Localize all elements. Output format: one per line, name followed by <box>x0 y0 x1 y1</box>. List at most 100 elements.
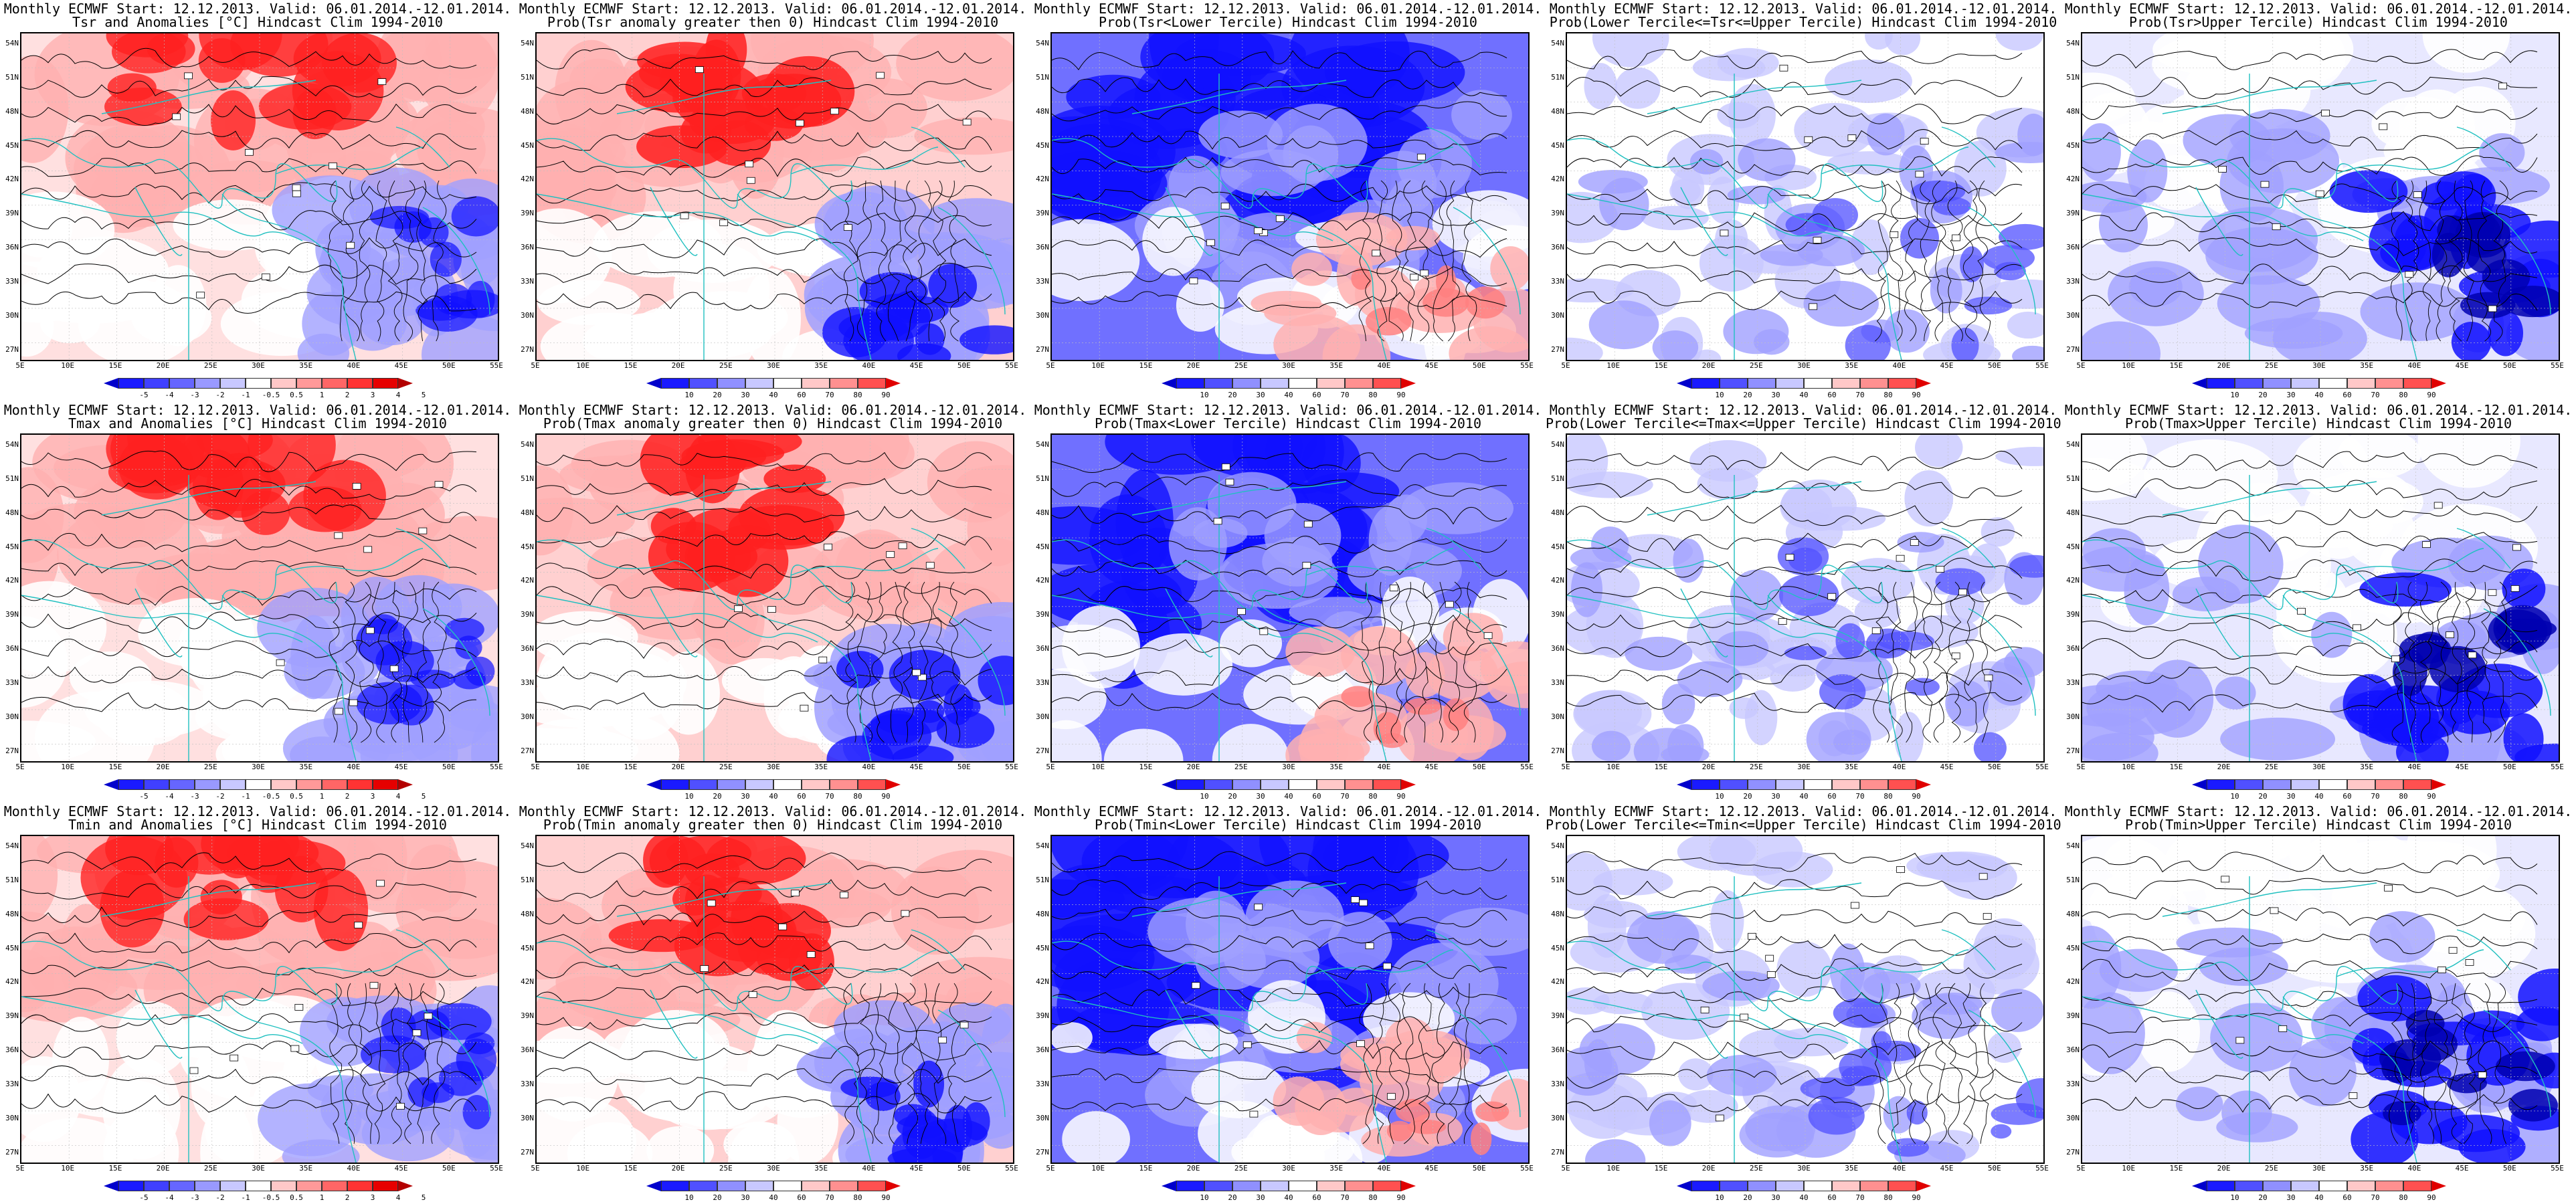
contour-label-box <box>424 1013 433 1020</box>
lon-tick-label: 45E <box>394 1164 408 1173</box>
lon-tick-label: 5E <box>1046 1164 1055 1173</box>
shaded-area <box>537 611 638 664</box>
colorbar-labels: 10 20 30 40 60 70 80 90 <box>1176 391 1405 400</box>
map-frame <box>1566 835 2045 1164</box>
colorbar-segment <box>1176 378 1204 389</box>
colorbar-tick-label: 60 <box>2342 391 2352 399</box>
lon-tick-label: 55E <box>1005 763 1018 771</box>
contour-line <box>1376 180 1388 342</box>
contour-label-box <box>294 1003 304 1011</box>
coastline <box>275 548 424 576</box>
shaded-area <box>2012 345 2043 360</box>
colorbar-arrow-left <box>646 1181 661 1191</box>
contour-line <box>1962 180 1978 342</box>
lon-tick-label: 20E <box>2217 361 2231 370</box>
shaded-area <box>537 208 612 304</box>
colorbar-segment <box>1289 1181 1317 1191</box>
shaded-area <box>1133 633 1233 696</box>
colorbar-segment <box>689 378 717 389</box>
contour-line <box>1361 581 1373 743</box>
contour-label-box <box>172 113 181 120</box>
contour-line <box>929 581 947 743</box>
contour-line <box>343 180 360 342</box>
shaded-area <box>1780 479 1857 531</box>
contour-line <box>856 983 875 1144</box>
contour-label-box <box>276 659 285 666</box>
lat-tick-label: 30N <box>1551 1113 1564 1122</box>
colorbar-tick-label: 40 <box>2314 792 2324 801</box>
panel-title-line1: Monthly ECMWF Start: 12.12.2013. Valid: … <box>2064 803 2573 819</box>
contour-line <box>21 666 477 688</box>
lat-tick-label: 27N <box>1036 1147 1049 1157</box>
lat-tick-label: 51N <box>1551 474 1564 483</box>
colorbar-segment <box>1204 779 1232 790</box>
lat-tick-label: 45N <box>521 943 534 952</box>
shaded-area <box>1633 728 1701 761</box>
colorbar <box>104 779 413 791</box>
coastline <box>1567 193 1849 241</box>
lon-tick-label: 25E <box>719 763 733 771</box>
contour-label-box <box>778 923 788 930</box>
lon-tick-label: 15E <box>2169 763 2183 771</box>
lat-tick-label: 30N <box>521 310 534 320</box>
contour-line <box>1567 104 2023 124</box>
contour-label-box <box>1189 278 1198 284</box>
lat-tick-label: 48N <box>5 508 19 517</box>
contour-label-box <box>1847 134 1857 141</box>
shaded-area <box>1490 246 1528 291</box>
contour-label-box <box>2218 166 2227 173</box>
panel-title-line1: Monthly ECMWF Start: 12.12.2013. Valid: … <box>2064 1 2573 17</box>
contour-label-box <box>1896 866 1906 873</box>
lon-tick-label: 30E <box>252 1164 265 1173</box>
contour-line <box>537 904 992 928</box>
contour-line <box>1873 581 1890 743</box>
shaded-area <box>2210 1003 2303 1073</box>
contour-line <box>2082 451 2538 472</box>
contour-label-box <box>2321 110 2330 116</box>
coastline <box>616 882 832 917</box>
shaded-area <box>2408 889 2536 979</box>
shaded-area <box>646 1126 715 1163</box>
lat-tick-label: 45N <box>5 943 19 952</box>
coastline <box>537 193 818 241</box>
shaded-area <box>1465 286 1505 319</box>
shaded-area <box>1894 712 1924 761</box>
lon-tick-label: 10E <box>1091 1164 1105 1173</box>
coastline <box>737 595 872 761</box>
shaded-area <box>2329 170 2408 213</box>
lon-tick-label: 40E <box>347 361 361 370</box>
lon-tick-label: 20E <box>1186 1164 1200 1173</box>
shaded-area <box>1593 868 1673 896</box>
colorbar-segment <box>1776 779 1804 790</box>
map-panel: Monthly ECMWF Start: 12.12.2013. Valid: … <box>1030 0 1546 401</box>
lon-tick-label: 55E <box>2551 763 2564 771</box>
lon-tick-label: 15E <box>1654 1164 1668 1173</box>
contour-label-box <box>1359 899 1368 906</box>
colorbar-tick-label: 10 <box>2230 792 2239 801</box>
shaded-area <box>1089 494 1167 585</box>
lat-tick-label: 51N <box>5 72 19 82</box>
panel-title-line2: Prob(Lower Tercile<=Tmax<=Upper Tercile)… <box>1546 415 2061 431</box>
lon-tick-label: 20E <box>671 1164 685 1173</box>
lon-tick-label: 10E <box>61 1164 75 1173</box>
shaded-area <box>1930 267 1962 314</box>
contour-label-box <box>229 1054 239 1062</box>
colorbar <box>104 378 413 390</box>
coastline <box>1968 1009 2036 1118</box>
contour-line <box>1052 1039 1507 1060</box>
lon-axis: 5E 10E 15E 20E 25E 30E 35E 40E 45E 50E 55E <box>15 763 503 772</box>
shaded-area <box>1451 90 1512 140</box>
contour-line <box>917 180 933 342</box>
contour-line <box>1567 77 2023 98</box>
contour-label-box <box>1302 562 1311 569</box>
contour-line <box>1418 983 1432 1144</box>
contour-line <box>431 983 446 1144</box>
contour-line <box>537 183 992 204</box>
lon-tick-label: 5E <box>1046 763 1055 771</box>
contour-line <box>402 983 416 1144</box>
colorbar-segment <box>2207 1181 2235 1191</box>
contour-label-box <box>767 606 776 613</box>
lat-tick-label: 30N <box>5 1113 19 1122</box>
colorbar <box>1162 1181 1416 1193</box>
contour-line <box>537 156 992 178</box>
